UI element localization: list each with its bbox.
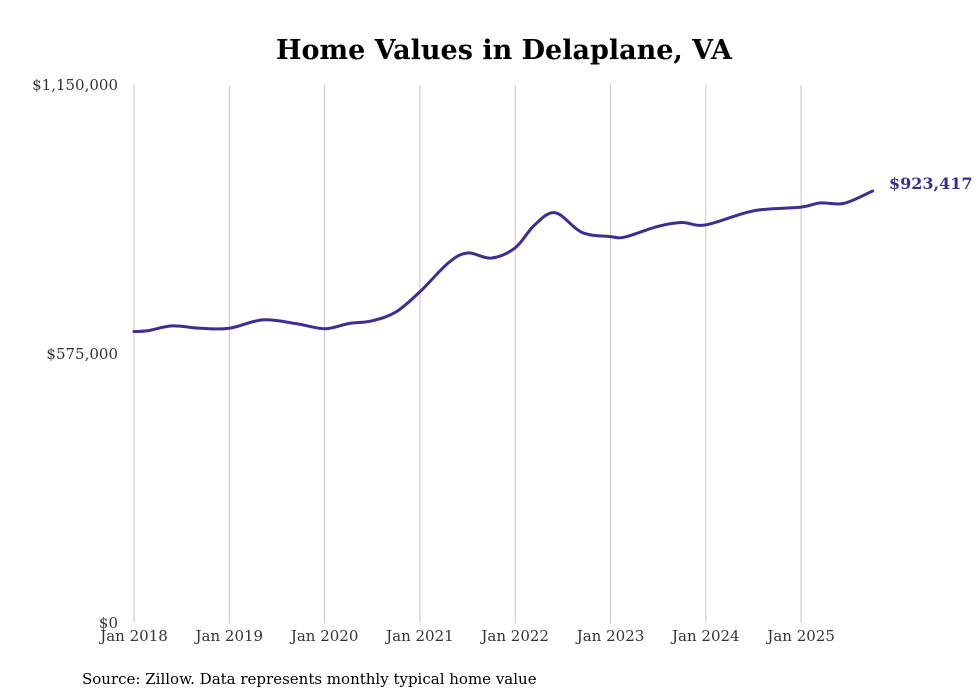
end-value-label: $923,417 [889, 174, 973, 193]
x-tick-label: Jan 2024 [670, 627, 740, 645]
x-tick-label: Jan 2021 [384, 627, 454, 645]
x-tick-label: Jan 2025 [765, 627, 835, 645]
chart-title: Home Values in Delaplane, VA [276, 35, 733, 66]
y-axis: $0 $575,000 $1,150,000 [32, 76, 118, 632]
x-tick-label: Jan 2023 [575, 627, 645, 645]
x-tick-label: Jan 2022 [479, 627, 549, 645]
x-tick-label: Jan 2020 [289, 627, 359, 645]
x-tick-label: Jan 2019 [194, 627, 264, 645]
grid-lines [133, 85, 802, 623]
x-tick-label: Jan 2018 [98, 627, 168, 645]
y-tick-label: $575,000 [46, 345, 118, 363]
x-axis: Jan 2018 Jan 2019 Jan 2020 Jan 2021 Jan 2022… [98, 627, 835, 645]
source-note: Source: Zillow. Data represents monthly … [82, 670, 537, 688]
y-tick-label: $1,150,000 [32, 76, 118, 94]
y-tick-label: $0 [99, 614, 118, 632]
series-line-home-value [132, 189, 875, 334]
